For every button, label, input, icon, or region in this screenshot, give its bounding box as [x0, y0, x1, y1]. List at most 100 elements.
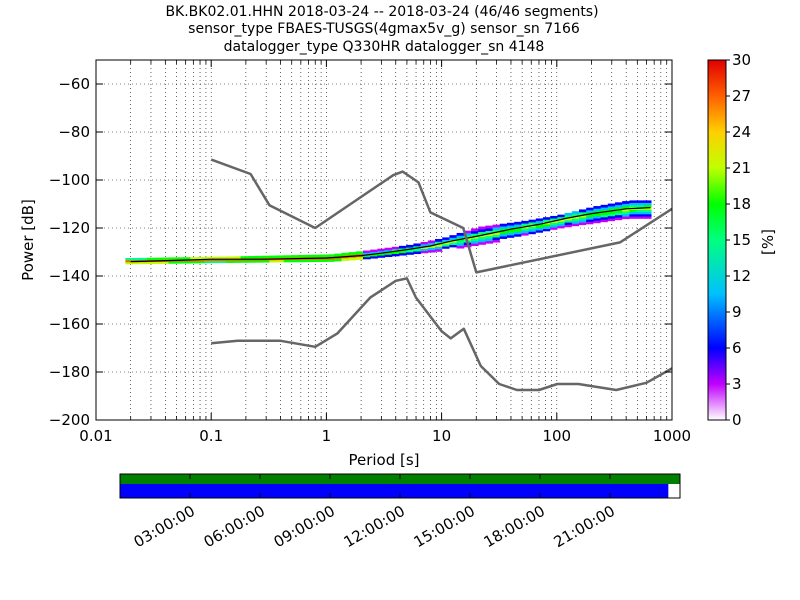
histogram-cell [543, 230, 551, 234]
histogram-cell [420, 248, 429, 252]
histogram-cell [139, 257, 148, 261]
noise-model-low [211, 277, 673, 392]
histogram-cell [615, 219, 623, 223]
histogram-cell [571, 216, 580, 219]
histogram-cell [449, 244, 458, 248]
histogram-cell [363, 252, 371, 256]
histogram-cell [615, 202, 623, 206]
histogram-cell [399, 248, 407, 251]
histogram-cell [247, 260, 256, 263]
x-axis-ticks: 0.01 0.1 1 10 100 1000 [79, 60, 691, 445]
y-tick-label: −180 [49, 363, 90, 381]
histogram-cell [600, 219, 609, 223]
histogram-cell [247, 256, 256, 259]
histogram-cell [175, 257, 184, 260]
histogram-cell [183, 257, 191, 260]
histogram-cell [571, 225, 580, 229]
histogram-cell [550, 227, 558, 230]
histogram-cell [550, 215, 558, 219]
histogram-cell [147, 261, 155, 265]
histogram-cell [622, 203, 630, 207]
histogram-cell [478, 236, 486, 240]
histogram-cell [571, 220, 580, 224]
histogram-cell [521, 232, 530, 236]
histogram-cell [514, 224, 522, 227]
histogram-cell [377, 255, 386, 258]
histogram-cell [399, 252, 407, 256]
histogram-cell [391, 251, 400, 254]
histogram-cell [341, 257, 350, 261]
histogram-cell [571, 211, 580, 214]
plot-background [96, 60, 672, 420]
histogram-cell [478, 239, 486, 243]
histogram-cell [622, 216, 630, 220]
histogram-cell [269, 259, 278, 263]
x-tick-label: 100 [542, 427, 571, 445]
histogram-cell [478, 241, 486, 245]
histogram-cell [211, 258, 220, 262]
histogram-cell [643, 207, 652, 210]
histogram-cell [543, 228, 551, 232]
histogram-cell [413, 248, 422, 252]
histogram-cell [435, 238, 443, 242]
histogram-cell [391, 249, 400, 252]
histogram-cell [607, 218, 616, 222]
histogram-cell [579, 219, 587, 223]
histogram-cell [514, 221, 522, 225]
histogram-cell [615, 212, 623, 216]
histogram-cell [607, 213, 616, 217]
histogram-cell [463, 235, 472, 238]
histogram-cell [442, 239, 450, 243]
histogram-cell [600, 212, 609, 215]
histogram-cell [579, 209, 587, 213]
histogram-cell [593, 222, 602, 226]
histogram-cell [384, 252, 393, 255]
histogram-cell [435, 248, 443, 252]
histogram-cell [298, 254, 306, 258]
plot-area: 0.01 0.1 1 10 100 1000 −200 −180 −160 −140 −120 −1… [19, 59, 691, 469]
histogram-cell [276, 259, 285, 263]
histogram-cell [327, 259, 335, 262]
histogram-cell [262, 260, 270, 263]
histogram-cell [384, 247, 393, 251]
histogram-cell [125, 262, 134, 265]
histogram-cell [370, 256, 378, 259]
histogram-cell [471, 230, 479, 234]
histogram-cell [456, 240, 465, 244]
y-tick-label: −200 [49, 411, 90, 429]
histogram-cell [442, 244, 450, 247]
histogram-cell [607, 203, 616, 207]
colorbar-tick-label: 3 [732, 375, 742, 393]
histogram-cell [147, 257, 155, 261]
histogram-cell [521, 230, 530, 234]
histogram-cell [586, 219, 594, 222]
histogram-cell [471, 243, 479, 247]
histogram-cell [600, 214, 609, 218]
noise-model-high [210, 158, 673, 274]
histogram-cell [435, 243, 443, 247]
colorbar-tick-label: 9 [732, 303, 742, 321]
histogram-cell [492, 239, 501, 243]
histogram-cell [629, 209, 638, 213]
histogram-cell [507, 237, 515, 241]
histogram-cell [514, 233, 522, 237]
histogram-cell [384, 249, 393, 253]
histogram-cell [564, 217, 573, 221]
y-tick-label: −120 [49, 219, 90, 237]
histogram-cell [499, 223, 508, 227]
histogram-cell [550, 220, 558, 224]
histogram-cell [528, 231, 537, 235]
histogram-cell [586, 223, 594, 227]
histogram-cell [435, 241, 443, 245]
histogram-cell [226, 256, 234, 259]
histogram-cell [499, 238, 508, 242]
histogram-cell [341, 252, 350, 256]
histogram-cell [622, 206, 630, 209]
histogram-cell [406, 249, 414, 253]
histogram-cell [521, 235, 530, 239]
histogram-cell [449, 242, 458, 245]
histogram-cell [636, 204, 645, 208]
histogram-cell [334, 253, 342, 257]
histogram-cell [507, 232, 515, 236]
histogram-cell [499, 228, 508, 232]
